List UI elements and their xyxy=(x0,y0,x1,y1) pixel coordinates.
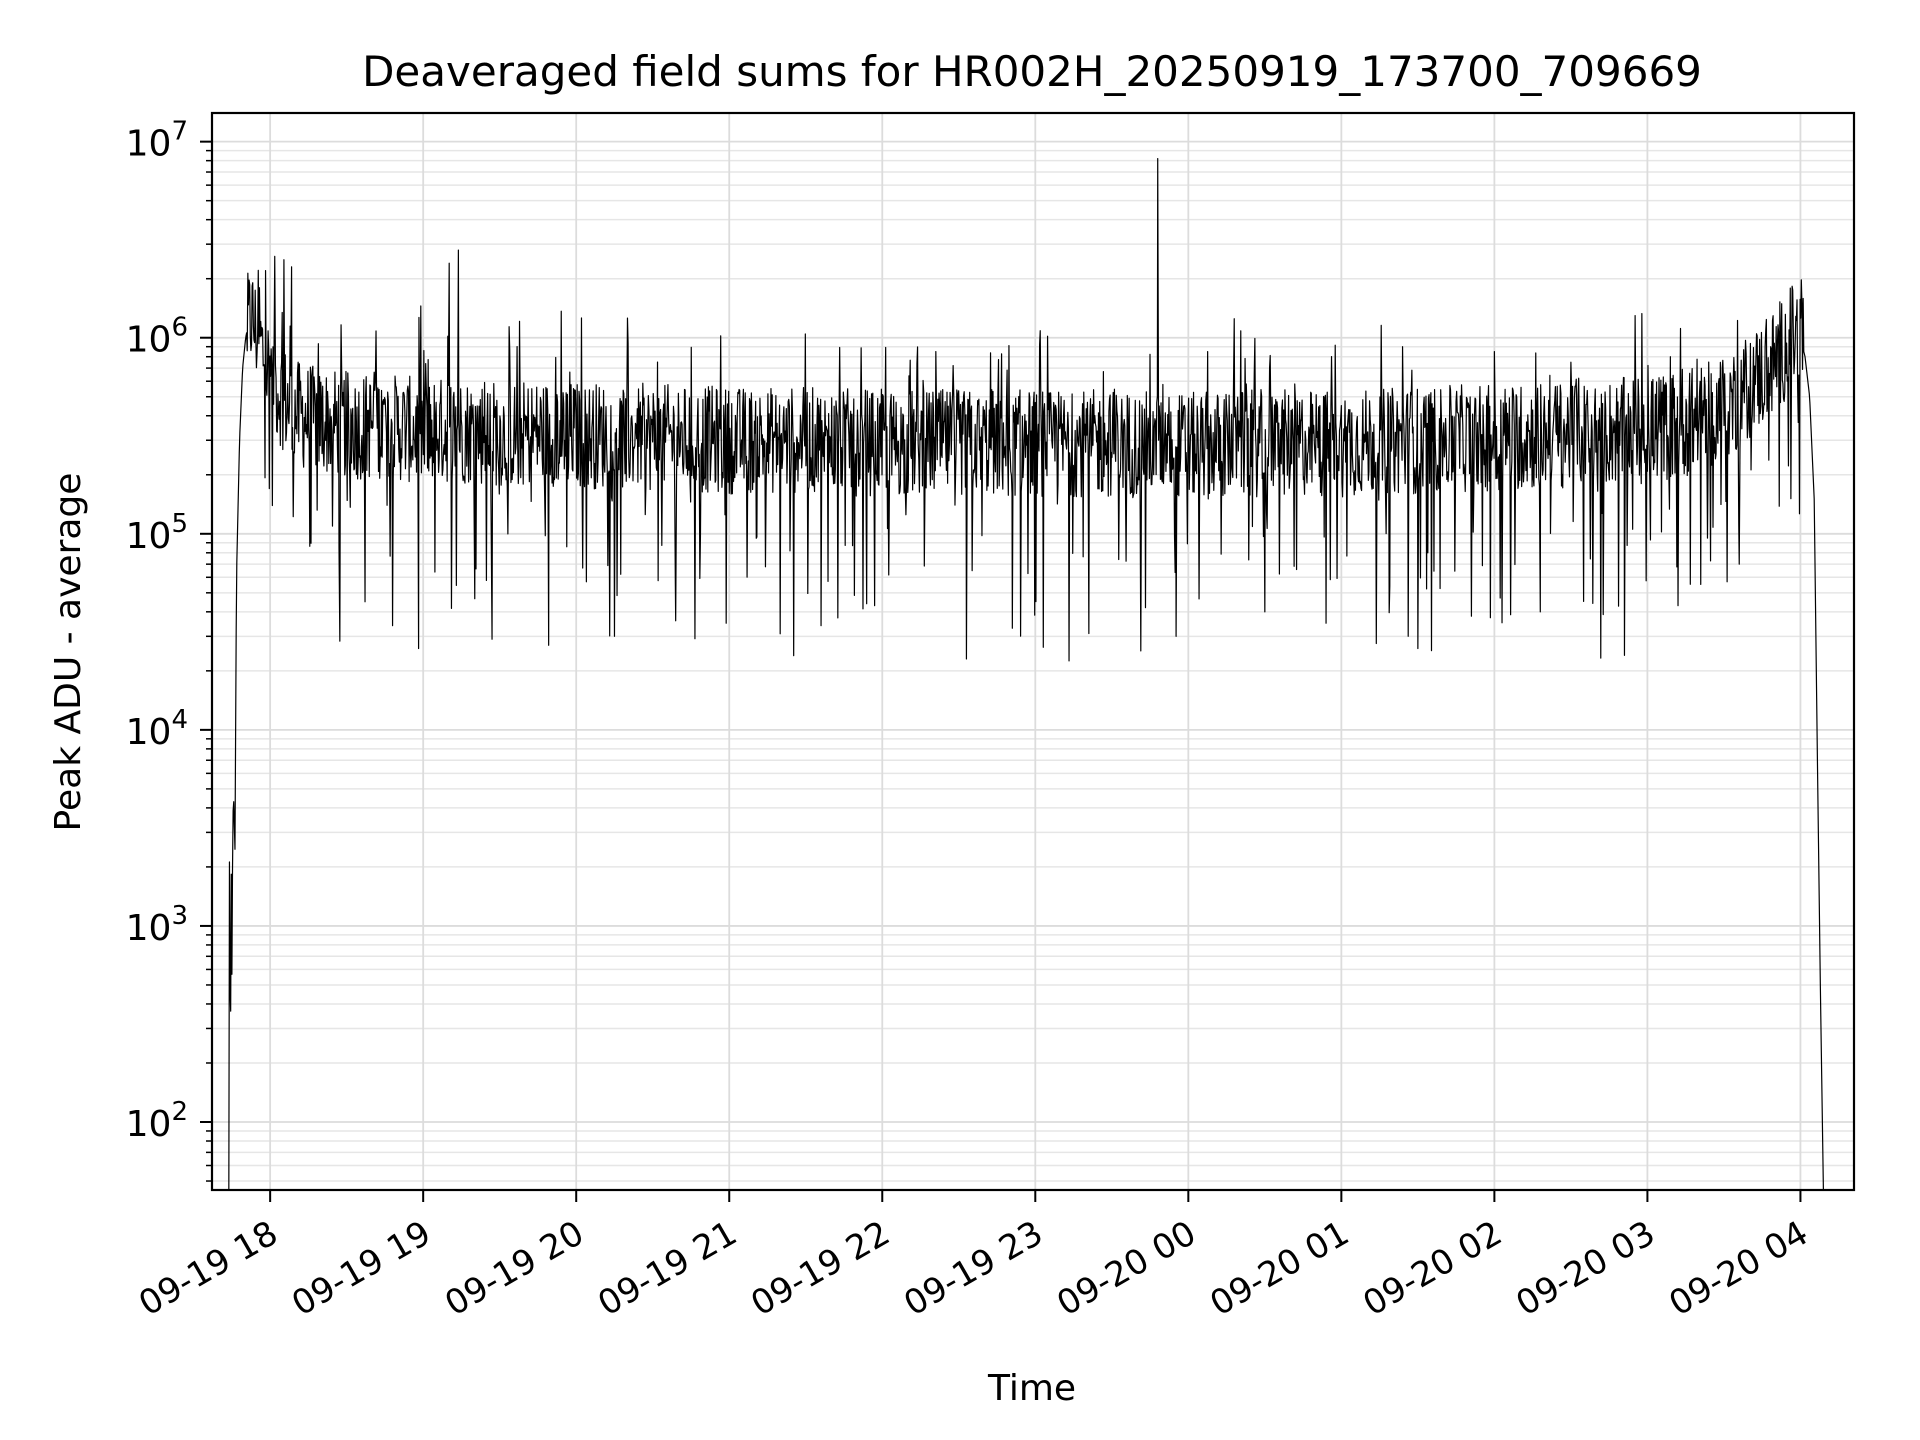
y-tick-label: 104 xyxy=(126,705,188,753)
y-tick-label: 107 xyxy=(126,117,188,165)
series-line-peak-adu xyxy=(228,157,1824,1191)
plot-area-frame xyxy=(210,111,1856,1192)
grid-lines xyxy=(212,113,1854,1190)
x-axis-label: Time xyxy=(987,1368,1076,1409)
chart-title: Deaveraged field sums for HR002H_2025091… xyxy=(362,47,1702,96)
y-axis: 102 103 104 105 106 107 xyxy=(126,117,212,1182)
y-axis-label: Peak ADU - average xyxy=(48,473,89,832)
y-tick-label: 106 xyxy=(126,313,188,361)
y-tick-label: 102 xyxy=(126,1097,188,1145)
data-series-line xyxy=(228,157,1824,1191)
y-tick-label: 105 xyxy=(126,509,188,557)
y-tick-label: 103 xyxy=(126,901,188,949)
